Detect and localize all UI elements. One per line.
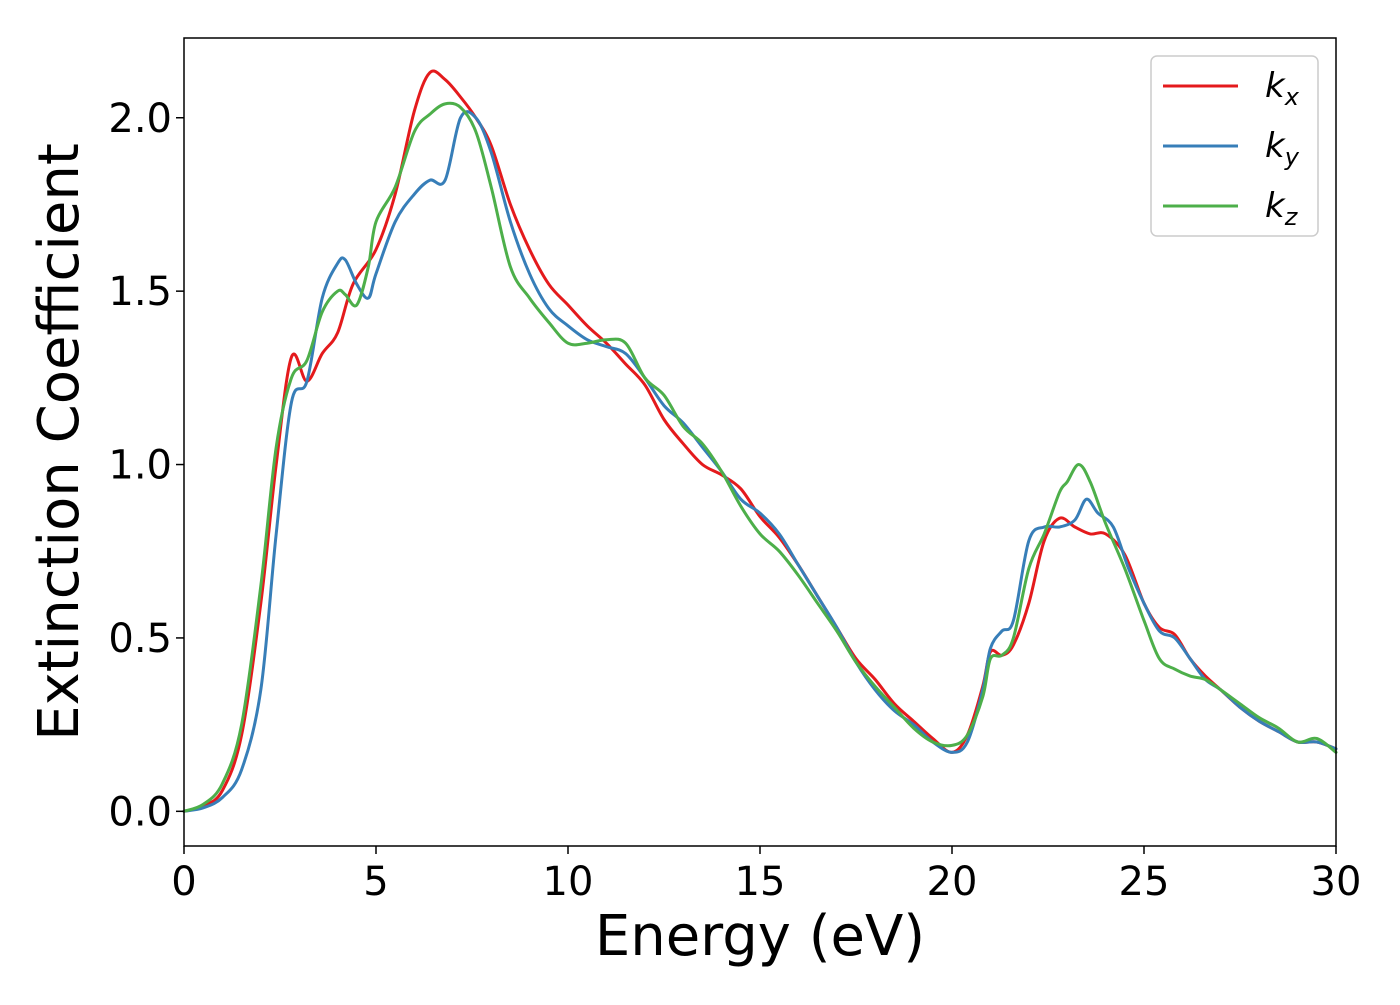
x-tick-label: 15 <box>735 859 786 905</box>
x-tick-label: 30 <box>1311 859 1362 905</box>
y-tick-label: 0.0 <box>108 789 172 835</box>
y-tick-label: 1.0 <box>108 443 172 489</box>
x-tick-label: 10 <box>543 859 594 905</box>
y-axis-ticks: 0.0 0.5 1.0 1.5 2.0 <box>108 96 184 835</box>
legend-label-k-y: ky <box>1265 126 1300 171</box>
legend: kx ky kz <box>1150 55 1319 237</box>
x-tick-label: 20 <box>927 859 978 905</box>
y-tick-label: 2.0 <box>108 96 172 142</box>
legend-label-k-z: kz <box>1265 186 1299 231</box>
y-axis-label: Extinction Coefficient <box>27 143 92 741</box>
x-tick-label: 0 <box>171 859 196 905</box>
series-line-k-y <box>182 110 1338 813</box>
x-tick-label: 25 <box>1119 859 1170 905</box>
series-line-k-z <box>182 101 1338 813</box>
y-tick-label: 0.5 <box>108 616 172 662</box>
y-tick-label: 1.5 <box>108 269 172 315</box>
x-axis-ticks: 0 5 10 15 20 25 30 <box>171 846 1361 905</box>
x-tick-label: 5 <box>363 859 388 905</box>
legend-label-k-x: kx <box>1265 66 1300 111</box>
x-axis-label: Energy (eV) <box>595 904 925 969</box>
series-layer <box>182 69 1338 813</box>
